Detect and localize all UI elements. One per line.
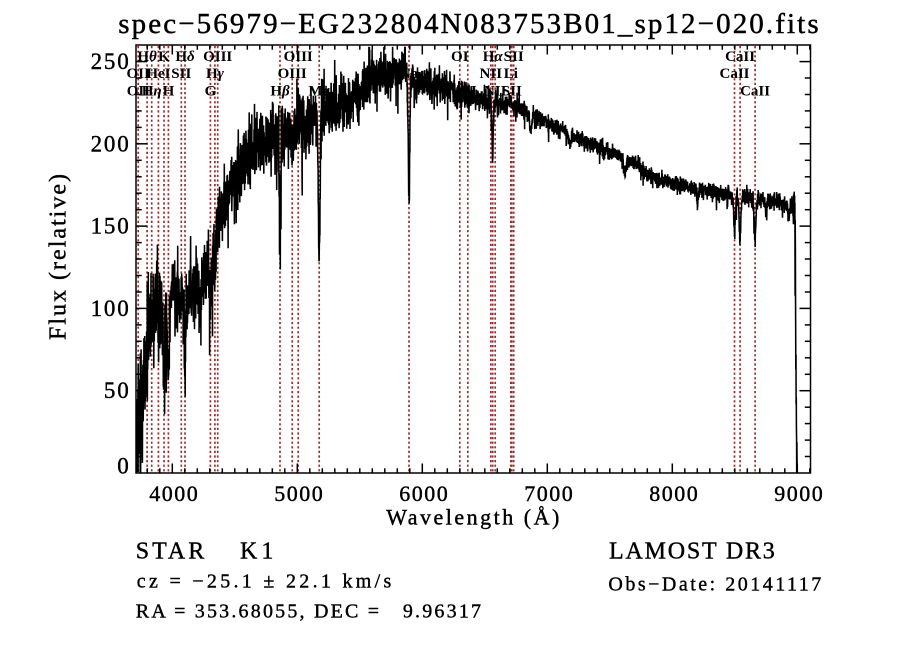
svg-text:NII: NII	[484, 84, 507, 100]
svg-text:OIII: OIII	[284, 49, 313, 65]
svg-text:OIII: OIII	[278, 66, 307, 82]
svg-text:Hθ: Hθ	[137, 49, 157, 65]
svg-text:K1: K1	[240, 539, 277, 565]
svg-text:5000: 5000	[274, 481, 324, 506]
svg-text:STAR: STAR	[136, 539, 207, 565]
svg-text:8000: 8000	[649, 481, 699, 506]
svg-text:0: 0	[117, 453, 130, 478]
svg-text:50: 50	[104, 378, 131, 403]
svg-text:Hβ: Hβ	[270, 84, 290, 100]
svg-text:cz = −25.1 ± 22.1 km/s: cz = −25.1 ± 22.1 km/s	[137, 571, 395, 593]
svg-text:G: G	[205, 84, 217, 100]
svg-text:Na: Na	[400, 66, 419, 82]
svg-text:spec−56979−EG232804N083753B01_: spec−56979−EG232804N083753B01_sp12−020.f…	[118, 8, 820, 40]
svg-text:CaII: CaII	[725, 49, 755, 65]
svg-text:Hα: Hα	[483, 49, 504, 65]
svg-text:K: K	[158, 49, 170, 65]
svg-text:SII: SII	[504, 49, 524, 65]
svg-text:OI: OI	[451, 49, 469, 65]
svg-text:150: 150	[91, 214, 131, 239]
svg-text:Hδ: Hδ	[175, 49, 195, 65]
svg-text:250: 250	[91, 49, 131, 74]
svg-text:CaII: CaII	[740, 84, 770, 100]
svg-text:6000: 6000	[399, 481, 449, 506]
svg-text:Mg: Mg	[308, 84, 330, 100]
svg-text:SII: SII	[502, 84, 522, 100]
svg-text:HeI: HeI	[146, 66, 170, 82]
svg-text:Flux (relative): Flux (relative)	[45, 172, 71, 340]
svg-text:NII: NII	[480, 66, 503, 82]
svg-text:Hγ: Hγ	[206, 66, 225, 82]
svg-text:9000: 9000	[774, 481, 824, 506]
svg-text:OIII: OIII	[203, 49, 232, 65]
svg-text:CaII: CaII	[719, 66, 749, 82]
svg-text:H: H	[163, 84, 175, 100]
svg-text:LAMOST DR3: LAMOST DR3	[609, 539, 777, 565]
svg-text:RA = 353.68055, DEC = 9.9631: RA = 353.68055, DEC = 9.96317	[136, 601, 483, 623]
svg-text:100: 100	[91, 296, 131, 321]
svg-text:OII: OII	[127, 84, 151, 100]
svg-text:4000: 4000	[149, 481, 199, 506]
svg-text:OI: OI	[459, 84, 477, 100]
svg-text:Hη: Hη	[142, 84, 162, 100]
svg-text:OII: OII	[127, 66, 151, 82]
svg-text:Wavelength (Å): Wavelength (Å)	[386, 505, 562, 530]
svg-text:Li: Li	[504, 66, 518, 82]
svg-text:7000: 7000	[524, 481, 574, 506]
svg-text:SII: SII	[171, 66, 191, 82]
svg-text:Obs−Date: 20141117: Obs−Date: 20141117	[608, 574, 823, 596]
svg-text:200: 200	[91, 131, 131, 156]
